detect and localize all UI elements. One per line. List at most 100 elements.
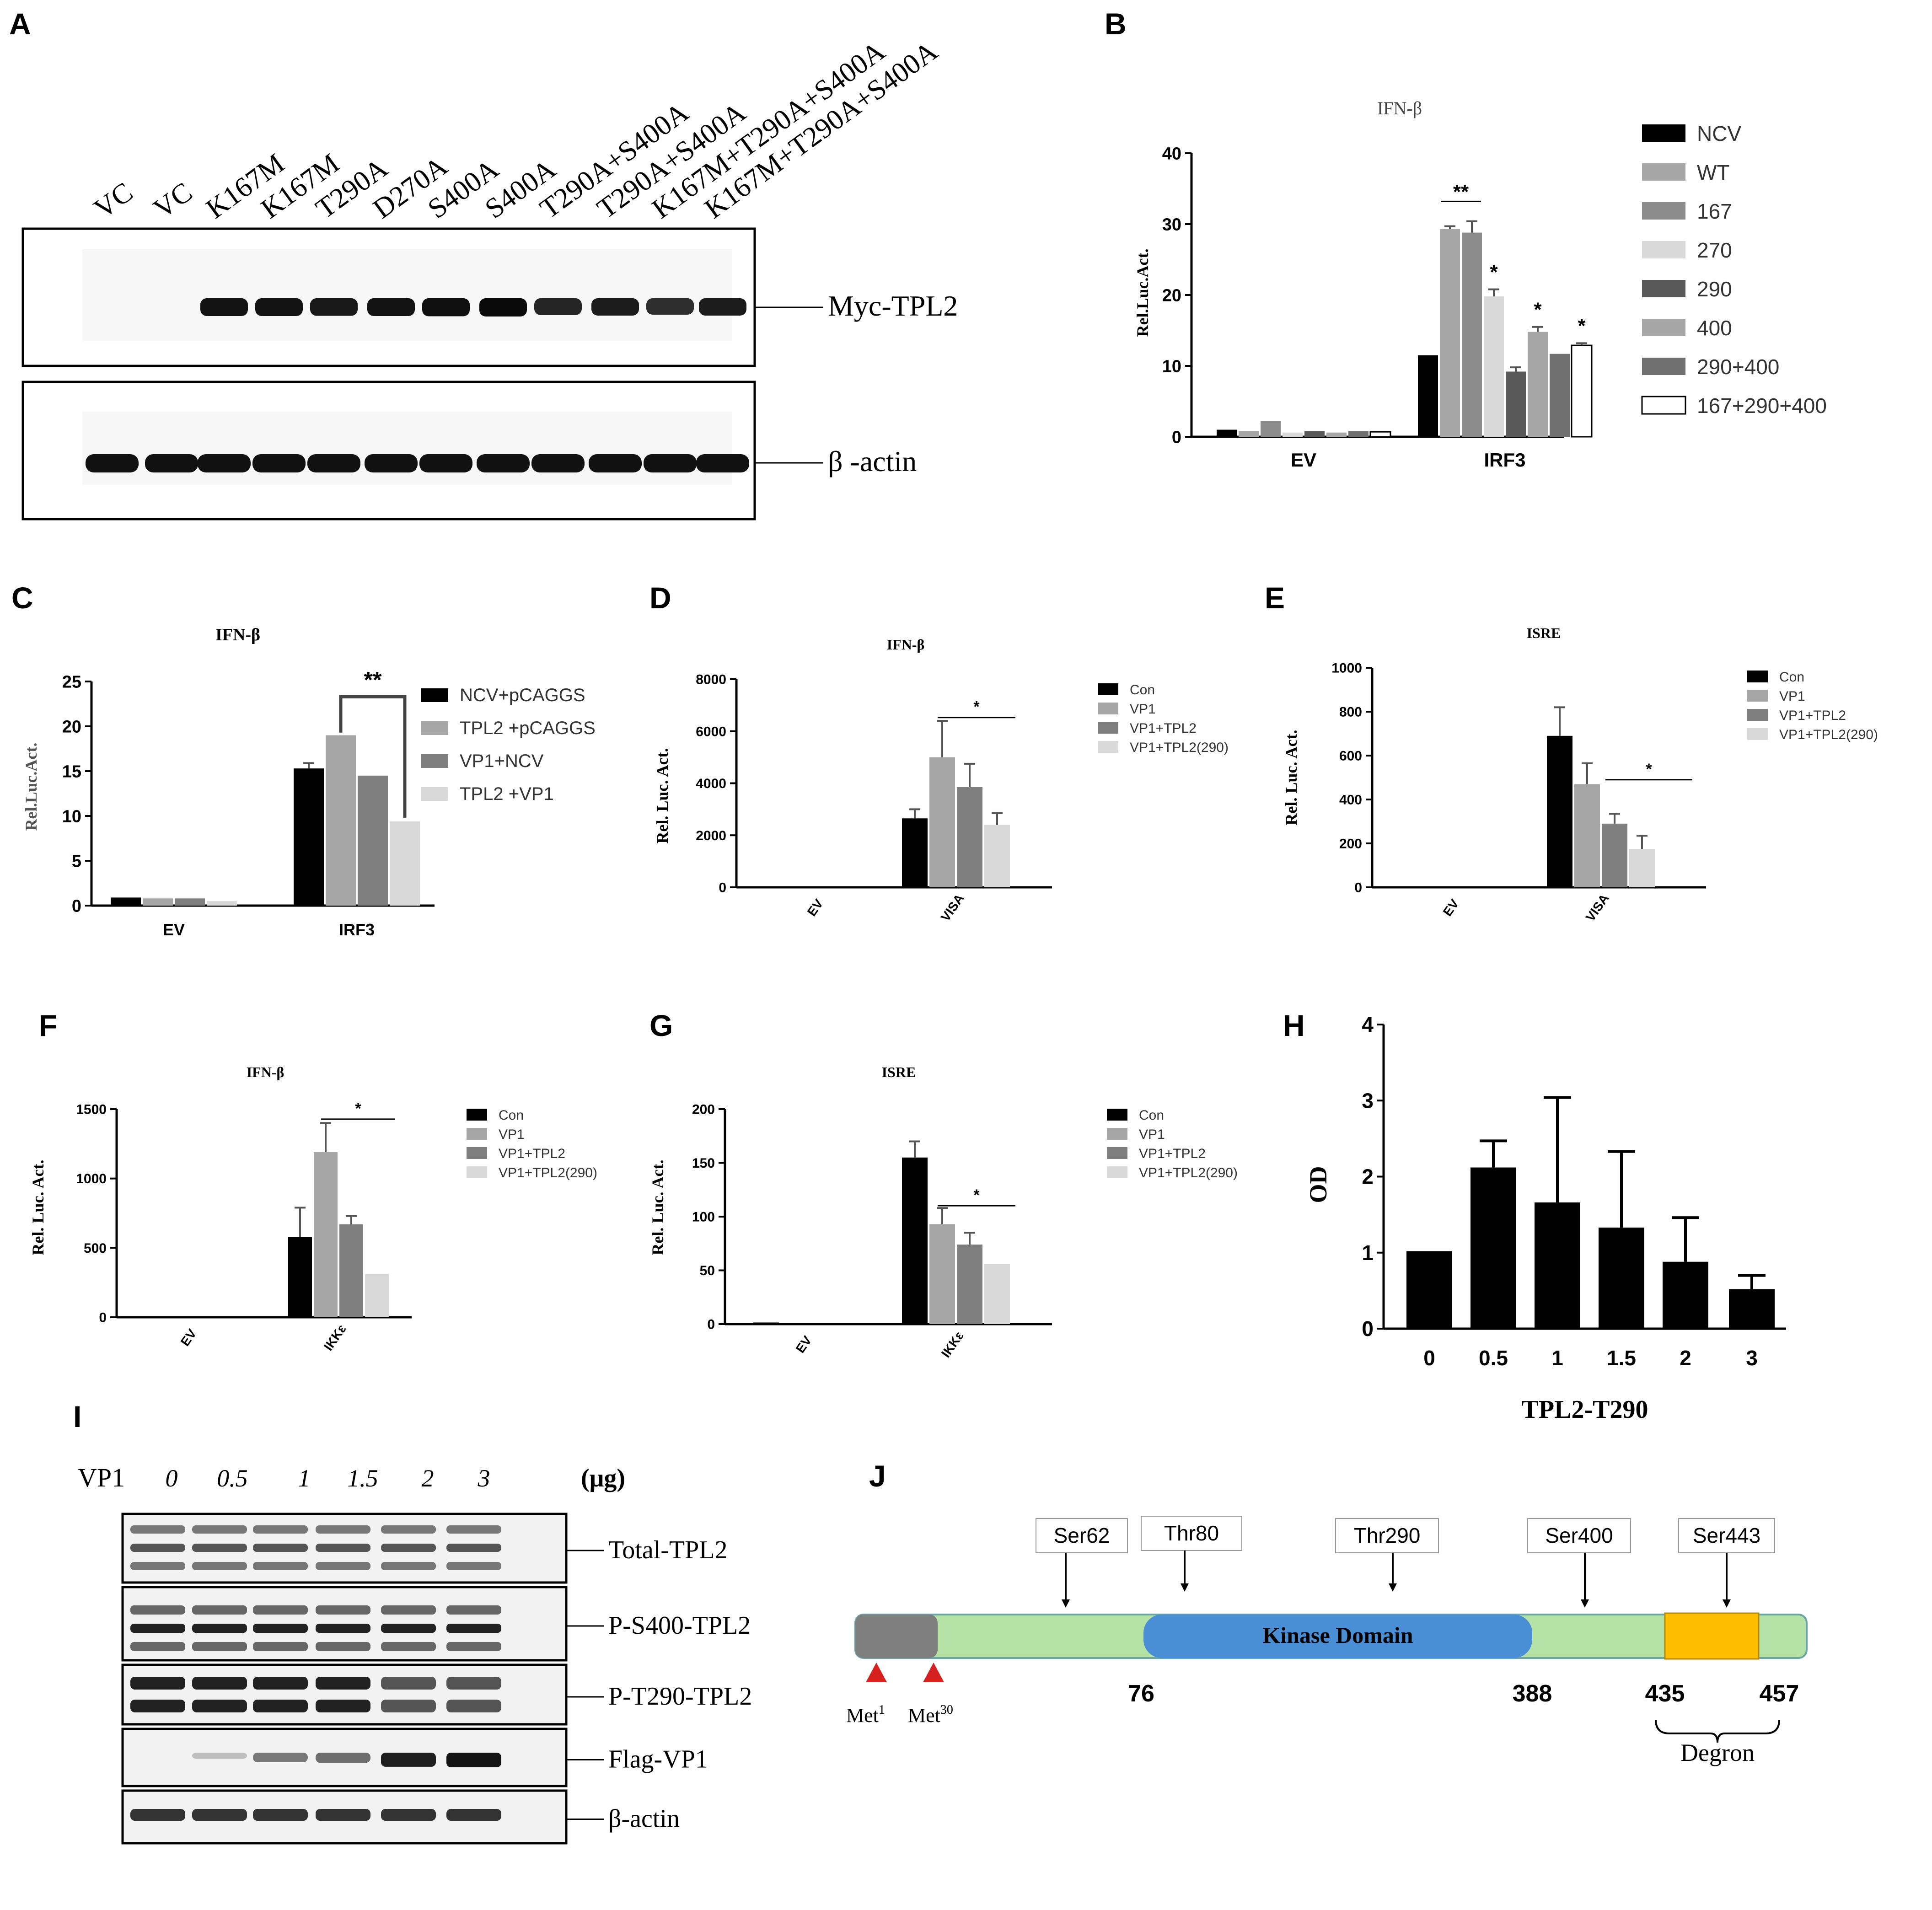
myc-band: [646, 298, 694, 315]
y-axis-label: Rel. Luc. Act.: [29, 1160, 47, 1255]
chart-title: ISRE: [1527, 625, 1561, 641]
myc-band: [367, 298, 415, 316]
degron-label: Degron: [1680, 1739, 1755, 1766]
legend-label: VP1+TPL2: [1130, 721, 1197, 736]
bar: [929, 757, 955, 887]
blot-band: [316, 1525, 370, 1534]
blot-band: [316, 1700, 370, 1712]
significance-mark: *: [355, 1100, 361, 1117]
panel-letter: H: [1283, 1009, 1305, 1042]
legend-label: Con: [1130, 682, 1155, 697]
legend-swatch: [1098, 741, 1118, 753]
y-tick-label: 4000: [696, 776, 726, 791]
blot-band: [192, 1605, 247, 1615]
arrow-head-icon: [1062, 1599, 1070, 1608]
blot-band: [446, 1753, 501, 1767]
legend-swatch: [1098, 683, 1118, 695]
blot-band: [253, 1562, 308, 1570]
legend-swatch: [1642, 202, 1685, 220]
blot-band: [316, 1677, 370, 1690]
legend-swatch: [467, 1109, 487, 1121]
y-tick-label: 30: [1162, 215, 1181, 234]
x-axis-label: TPL2-T290: [1522, 1395, 1648, 1424]
bar: [1506, 371, 1526, 437]
legend-swatch: [421, 787, 448, 801]
site-label: Ser62: [1054, 1524, 1110, 1547]
actin-band: [307, 454, 360, 472]
y-tick-label: 200: [692, 1102, 715, 1117]
site-box: [1527, 1518, 1631, 1553]
actin-band: [696, 454, 749, 472]
panel-letter: G: [649, 1009, 673, 1042]
blot-band: [446, 1700, 501, 1712]
legend-swatch: [421, 688, 448, 702]
legend-label: 290: [1697, 277, 1732, 301]
position-labels: 76 388 435 457: [1128, 1680, 1799, 1707]
panel-letter: E: [1265, 581, 1285, 615]
blot-band: [192, 1624, 247, 1633]
blot-band: [192, 1700, 247, 1712]
x-tick-label: 1: [1551, 1346, 1563, 1370]
actin-band: [365, 454, 418, 472]
blot-band: [130, 1700, 185, 1712]
bar: [957, 787, 982, 887]
y-tick-label: 3: [1362, 1089, 1374, 1112]
blot-band: [446, 1809, 501, 1821]
x-tick-label: 0: [1423, 1346, 1435, 1370]
legend-swatch: [1642, 319, 1685, 336]
legend-swatch: [467, 1128, 487, 1140]
blot-band: [381, 1642, 436, 1651]
blot-band: [381, 1809, 436, 1821]
blot-band: [446, 1525, 501, 1534]
arrow-head-icon: [1181, 1583, 1189, 1592]
bar: [1629, 849, 1655, 887]
y-tick-label: 0: [1172, 428, 1181, 447]
y-tick-label: 0: [1354, 880, 1362, 896]
legend-label: VP1+NCV: [460, 751, 544, 771]
y-tick-label: 0: [719, 880, 726, 896]
bar: [1283, 432, 1303, 437]
bar: [1535, 1202, 1580, 1329]
bar: [390, 821, 420, 906]
blot-band: [316, 1624, 370, 1633]
dose-blots: Total-TPL2 P-S400-TPL2 P-T290-TPL2 Flag-VP1…: [121, 1513, 752, 1845]
panel-letter: F: [39, 1009, 57, 1042]
legend-swatch: [1747, 709, 1768, 721]
legend-swatch: [1747, 690, 1768, 702]
actin-blot-membrane: [82, 412, 732, 485]
blot-band: [446, 1562, 501, 1570]
dose-label: 1.5: [347, 1465, 378, 1492]
myc-bands: [200, 298, 746, 317]
met30-arrow-icon: [923, 1663, 944, 1682]
legend-swatch: [421, 754, 448, 768]
blot-band: [446, 1677, 501, 1690]
blot-band: [192, 1525, 247, 1534]
y-tick-label: 1: [1362, 1241, 1374, 1265]
panel-j-letter: J: [869, 1459, 886, 1493]
legend-label: Con: [499, 1108, 524, 1123]
actin-band: [477, 454, 530, 472]
y-tick-label: 1000: [1331, 661, 1362, 676]
legend-label: VP1+TPL2(290): [1139, 1165, 1238, 1180]
actin-band: [198, 454, 251, 472]
blot-band: [446, 1544, 501, 1552]
blot-band: [316, 1605, 370, 1615]
actin-band: [644, 454, 697, 472]
bar: [288, 1237, 312, 1317]
bar: [1406, 1251, 1452, 1329]
bar: [1369, 431, 1391, 438]
dose-label: 3: [478, 1465, 490, 1492]
y-tick-label: 150: [692, 1156, 715, 1171]
legend-label: 270: [1697, 238, 1732, 262]
bar: [902, 1157, 928, 1324]
bar: [1574, 784, 1600, 887]
myc-band: [699, 298, 746, 316]
legend-label: TPL2 +pCAGGS: [460, 718, 596, 738]
significance-mark: *: [973, 1186, 980, 1204]
legend-label: VP1: [1130, 702, 1156, 717]
blot-band: [253, 1753, 308, 1762]
legend-swatch: [1107, 1109, 1127, 1121]
x-tick-label: IRF3: [339, 920, 375, 939]
y-tick-label: 600: [1339, 749, 1362, 764]
dose-label: 0.5: [217, 1465, 248, 1492]
